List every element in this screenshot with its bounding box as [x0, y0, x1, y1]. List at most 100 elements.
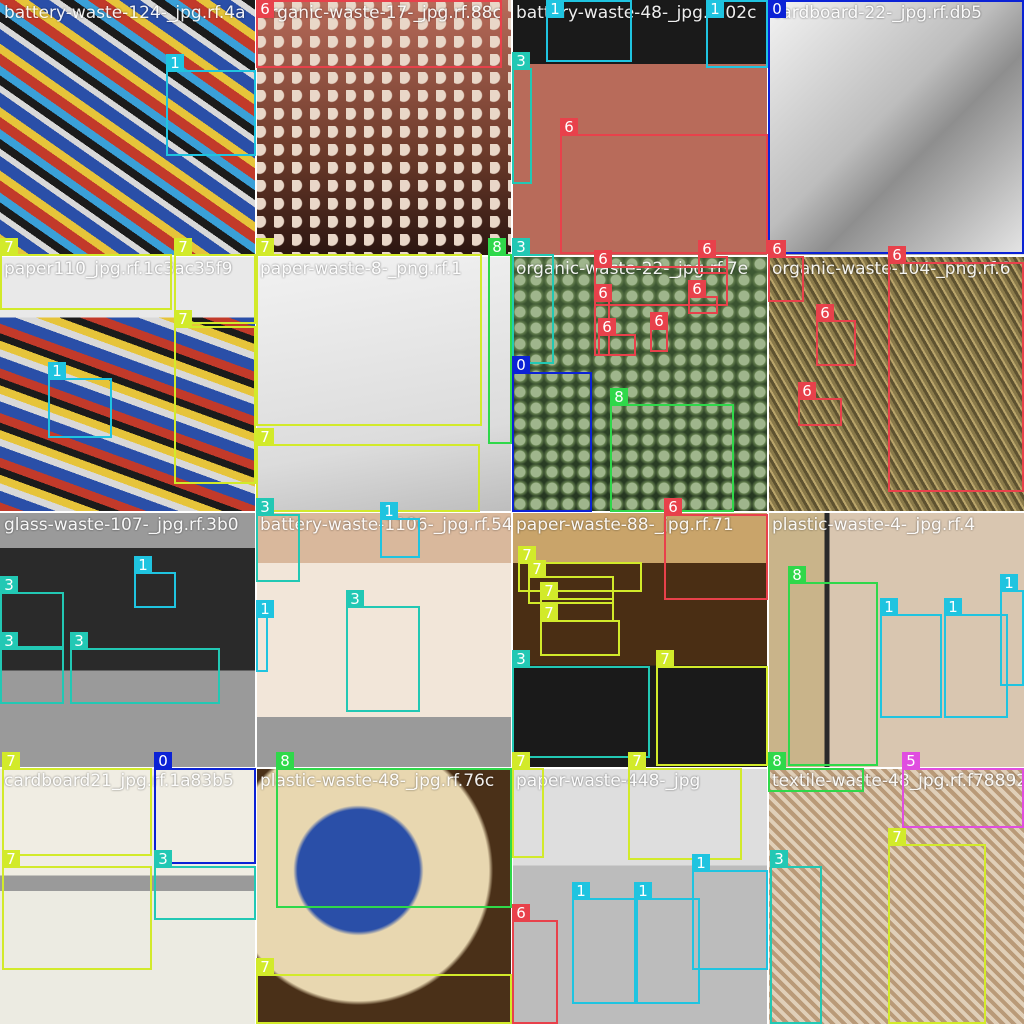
grid-divider-horizontal	[0, 511, 1024, 513]
bounding-box: 7	[256, 958, 512, 1024]
tile-photo	[0, 768, 256, 1024]
bounding-box: 6	[650, 312, 668, 352]
class-label-tag: 6	[650, 312, 668, 330]
class-label-tag: 6	[598, 318, 616, 336]
bounding-box: 7	[628, 752, 742, 860]
tile-photo	[768, 0, 1024, 256]
class-label-tag: 3	[346, 590, 364, 608]
bounding-box: 7	[256, 238, 482, 426]
class-label-tag: 6	[512, 904, 530, 922]
bounding-box: 1	[572, 882, 638, 1004]
bounding-box: 1	[380, 502, 420, 558]
tile-title: organic-waste-104-_png.rf.6	[772, 259, 1011, 279]
bounding-box: 7	[518, 546, 642, 592]
tile-title: plastic-waste-48-_jpg.rf.76c	[260, 771, 495, 791]
tile-photo	[768, 512, 1024, 768]
class-label-tag: 8	[276, 752, 294, 770]
mosaic-tile: paper-waste-88-_jpg.rf.71	[512, 512, 768, 768]
class-label-tag: 3	[512, 650, 530, 668]
bounding-box: 3	[0, 576, 64, 648]
class-label-tag: 7	[2, 850, 20, 868]
bounding-box: 3	[512, 52, 532, 184]
class-label-tag: 1	[546, 0, 564, 18]
bounding-box: 3	[512, 238, 554, 364]
class-label-tag: 6	[560, 118, 578, 136]
tile-title: textile-waste-48_jpg.rf.f788925936	[772, 771, 1024, 791]
class-label-tag: 6	[688, 280, 706, 298]
class-label-tag: 0	[768, 0, 786, 18]
class-label-tag: 1	[944, 598, 962, 616]
bounding-box: 7	[528, 560, 614, 604]
bounding-box: 8	[768, 752, 864, 792]
tile-photo	[0, 0, 256, 256]
mosaic-tile: organic-waste-17-_jpg.rf.88c	[256, 0, 512, 256]
bounding-box: 7	[2, 752, 152, 856]
bounding-box: 0	[768, 0, 1024, 254]
class-label-tag: 6	[768, 240, 786, 258]
bounding-box: 1	[880, 598, 942, 718]
class-label-tag: 5	[902, 752, 920, 770]
class-label-tag: 1	[634, 882, 652, 900]
bounding-box: 1	[634, 882, 700, 1004]
bounding-box: 7	[540, 604, 620, 656]
bounding-box: 6	[816, 304, 856, 366]
bounding-box: 6	[798, 382, 842, 426]
tile-photo	[768, 768, 1024, 1024]
bounding-box: 1	[944, 598, 1008, 718]
class-label-tag: 7	[656, 650, 674, 668]
class-label-tag: 6	[798, 382, 816, 400]
bounding-box: 8	[610, 388, 734, 512]
class-label-tag: 0	[512, 356, 530, 374]
class-label-tag: 0	[154, 752, 172, 770]
bounding-box: 7	[174, 238, 256, 324]
bounding-box: 1	[546, 0, 632, 62]
class-label-tag: 6	[888, 246, 906, 264]
class-label-tag: 6	[594, 250, 612, 268]
class-label-tag: 7	[540, 582, 558, 600]
class-label-tag: 3	[770, 850, 788, 868]
bounding-box: 6	[664, 498, 768, 600]
bounding-box: 7	[0, 238, 172, 310]
class-label-tag: 1	[572, 882, 590, 900]
class-label-tag: 7	[174, 310, 192, 328]
class-label-tag: 7	[256, 428, 274, 446]
class-label-tag: 6	[698, 240, 716, 258]
tile-title: organic-waste-17-_jpg.rf.88c	[260, 3, 502, 23]
class-label-tag: 8	[788, 566, 806, 584]
class-label-tag: 7	[174, 238, 192, 256]
class-label-tag: 3	[70, 632, 88, 650]
bounding-box: 3	[70, 632, 220, 704]
class-label-tag: 6	[816, 304, 834, 322]
class-label-tag: 3	[256, 498, 274, 516]
class-label-tag: 6	[664, 498, 682, 516]
bounding-box: 5	[902, 752, 1024, 828]
bounding-box: 7	[2, 850, 152, 970]
class-label-tag: 6	[256, 0, 274, 18]
class-label-tag: 3	[512, 52, 530, 70]
bounding-box: 6	[688, 280, 718, 314]
mosaic-tile: cardboard-22-_jpg.rf.db5	[768, 0, 1024, 256]
bounding-box: 1	[1000, 574, 1024, 686]
bounding-box: 1	[134, 556, 176, 608]
class-label-tag: 1	[48, 362, 66, 380]
tile-photo	[256, 768, 512, 1024]
class-label-tag: 1	[256, 600, 274, 618]
mosaic-tile: cardboard21_jpg.rf.1a83b5	[0, 768, 256, 1024]
bounding-box: 7	[512, 752, 544, 858]
bounding-box: 7	[256, 428, 480, 512]
tile-photo	[0, 256, 256, 512]
bounding-box: 8	[788, 566, 878, 766]
class-label-tag: 8	[488, 238, 506, 256]
class-label-tag: 7	[518, 546, 536, 564]
tile-title: plastic-waste-4-_jpg.rf.4	[772, 515, 976, 535]
class-label-tag: 7	[256, 238, 274, 256]
tile-photo	[256, 256, 512, 512]
class-label-tag: 7	[512, 752, 530, 770]
class-label-tag: 7	[528, 560, 546, 578]
tile-title: paper-waste-448-_jpg	[516, 771, 701, 791]
bounding-box: 3	[770, 850, 822, 1024]
bounding-box: 6	[560, 118, 768, 254]
bounding-box: 6	[768, 240, 804, 302]
bounding-box: 1	[692, 854, 768, 970]
